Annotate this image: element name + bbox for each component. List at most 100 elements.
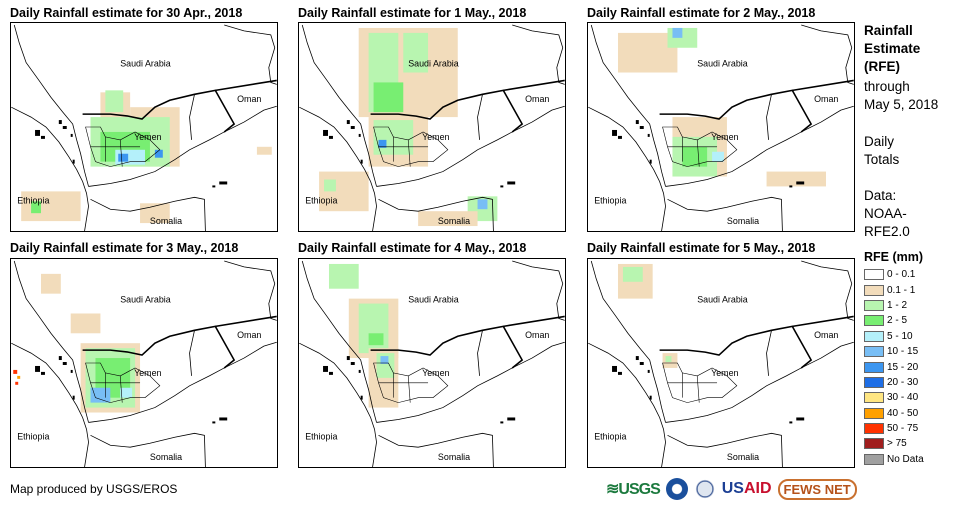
legend-swatch — [864, 346, 884, 358]
rainfall-overlay — [13, 273, 141, 413]
legend-label: 5 - 10 — [887, 330, 913, 342]
legend-item: 15 - 20 — [864, 359, 924, 374]
label-somalia: Somalia — [150, 452, 182, 462]
legend-item: No Data — [864, 452, 924, 467]
map-panel-3-may: Saudi Arabia Oman Yemen Ethiopia Somalia — [10, 258, 278, 468]
legend-label: 20 - 30 — [887, 376, 919, 388]
side-through-label: through — [864, 79, 910, 94]
label-saudi-arabia: Saudi Arabia — [697, 59, 748, 69]
label-ethiopia: Ethiopia — [305, 431, 337, 441]
side-data-line: RFE2.0 — [864, 224, 910, 239]
label-somalia: Somalia — [727, 452, 759, 462]
partner-logos: ≋USGS USAID FEWS NET — [606, 478, 857, 500]
legend-swatch — [864, 315, 884, 327]
legend-item: 0.1 - 1 — [864, 282, 924, 297]
legend-label: 30 - 40 — [887, 392, 919, 404]
rainfall-overlay — [21, 90, 272, 224]
label-ethiopia: Ethiopia — [305, 195, 337, 205]
rainfall-overlay — [319, 27, 498, 227]
noaa-logo-icon — [665, 478, 688, 500]
legend-label: 0.1 - 1 — [887, 284, 916, 296]
side-title-line: Estimate — [864, 41, 921, 56]
legend-label: 0 - 0.1 — [887, 269, 916, 281]
label-saudi-arabia: Saudi Arabia — [408, 295, 459, 305]
panel-title: Daily Rainfall estimate for 2 May., 2018 — [587, 6, 816, 20]
legend-swatch — [864, 453, 884, 465]
side-daily-line: Totals — [864, 152, 900, 167]
label-yemen: Yemen — [134, 368, 161, 378]
label-ethiopia: Ethiopia — [594, 431, 626, 441]
label-ethiopia: Ethiopia — [17, 195, 49, 205]
rainfall-overlay — [328, 263, 399, 408]
rainfall-overlay — [617, 263, 678, 368]
legend-item: 5 - 10 — [864, 329, 924, 344]
label-saudi-arabia: Saudi Arabia — [120, 295, 171, 305]
legend-swatch — [864, 423, 884, 435]
label-somalia: Somalia — [727, 216, 759, 226]
legend-label: > 75 — [887, 438, 907, 450]
map-credit: Map produced by USGS/EROS — [10, 482, 178, 496]
map-panel-4-may: Saudi Arabia Oman Yemen Ethiopia Somalia — [298, 258, 566, 468]
label-oman: Oman — [814, 94, 838, 104]
legend-item: 2 - 5 — [864, 313, 924, 328]
fews-net-logo: FEWS NET — [777, 478, 857, 500]
legend-swatch — [864, 361, 884, 373]
legend-label: 10 - 15 — [887, 346, 919, 358]
legend-label: No Data — [887, 453, 924, 465]
label-ethiopia: Ethiopia — [17, 431, 49, 441]
legend-item: 1 - 2 — [864, 298, 924, 313]
side-through-date: May 5, 2018 — [864, 97, 939, 112]
label-somalia: Somalia — [150, 216, 182, 226]
label-yemen: Yemen — [711, 368, 738, 378]
label-ethiopia: Ethiopia — [594, 195, 626, 205]
label-yemen: Yemen — [422, 132, 449, 142]
panel-title: Daily Rainfall estimate for 5 May., 2018 — [587, 241, 816, 255]
usaid-seal-icon — [693, 478, 716, 500]
side-title: Rainfall Estimate (RFE) — [864, 22, 920, 76]
legend-label: 15 - 20 — [887, 361, 919, 373]
legend-title: RFE (mm) — [864, 250, 924, 264]
legend-item: 50 - 75 — [864, 421, 924, 436]
legend-item: 10 - 15 — [864, 344, 924, 359]
map-panel-30-apr: Saudi Arabia Oman Yemen Ethiopia Somalia — [10, 22, 278, 232]
side-data-line: Data: — [864, 188, 897, 203]
map-panel-5-may: Saudi Arabia Oman Yemen Ethiopia Somalia — [587, 258, 855, 468]
panel-title: Daily Rainfall estimate for 3 May., 2018 — [10, 241, 239, 255]
legend-swatch — [864, 269, 884, 281]
map-panel-1-may: Saudi Arabia Oman Yemen Ethiopia Somalia — [298, 22, 566, 232]
map-panel-2-may: Saudi Arabia Oman Yemen Ethiopia Somalia — [587, 22, 855, 232]
legend-swatch — [864, 407, 884, 419]
rainfall-overlay — [617, 27, 826, 187]
side-data-source: Data: NOAA- RFE2.0 — [864, 187, 910, 241]
side-daily-line: Daily — [864, 134, 895, 149]
legend-swatch — [864, 376, 884, 388]
label-oman: Oman — [814, 330, 838, 340]
label-saudi-arabia: Saudi Arabia — [120, 59, 171, 69]
legend-item: 40 - 50 — [864, 406, 924, 421]
label-oman: Oman — [525, 94, 549, 104]
panel-title: Daily Rainfall estimate for 1 May., 2018 — [298, 6, 527, 20]
label-saudi-arabia: Saudi Arabia — [408, 59, 459, 69]
legend-label: 50 - 75 — [887, 423, 919, 435]
legend-item: > 75 — [864, 436, 924, 451]
label-saudi-arabia: Saudi Arabia — [697, 295, 748, 305]
label-oman: Oman — [237, 94, 261, 104]
legend-item: 0 - 0.1 — [864, 267, 924, 282]
label-oman: Oman — [237, 330, 261, 340]
usgs-logo: ≋USGS — [606, 481, 661, 498]
label-yemen: Yemen — [422, 368, 449, 378]
side-title-line: (RFE) — [864, 59, 900, 74]
label-yemen: Yemen — [134, 132, 161, 142]
label-oman: Oman — [525, 330, 549, 340]
legend-swatch — [864, 392, 884, 404]
label-yemen: Yemen — [711, 132, 738, 142]
legend-label: 2 - 5 — [887, 315, 908, 327]
legend-item: 30 - 40 — [864, 390, 924, 405]
legend-swatch — [864, 284, 884, 296]
legend-label: 1 - 2 — [887, 299, 908, 311]
legend: RFE (mm) 0 - 0.1 0.1 - 1 1 - 2 2 - 5 5 - 10 1… — [864, 250, 924, 467]
label-somalia: Somalia — [438, 452, 470, 462]
side-through: through May 5, 2018 — [864, 78, 938, 114]
panel-title: Daily Rainfall estimate for 30 Apr., 201… — [10, 6, 243, 20]
side-title-line: Rainfall — [864, 23, 913, 38]
